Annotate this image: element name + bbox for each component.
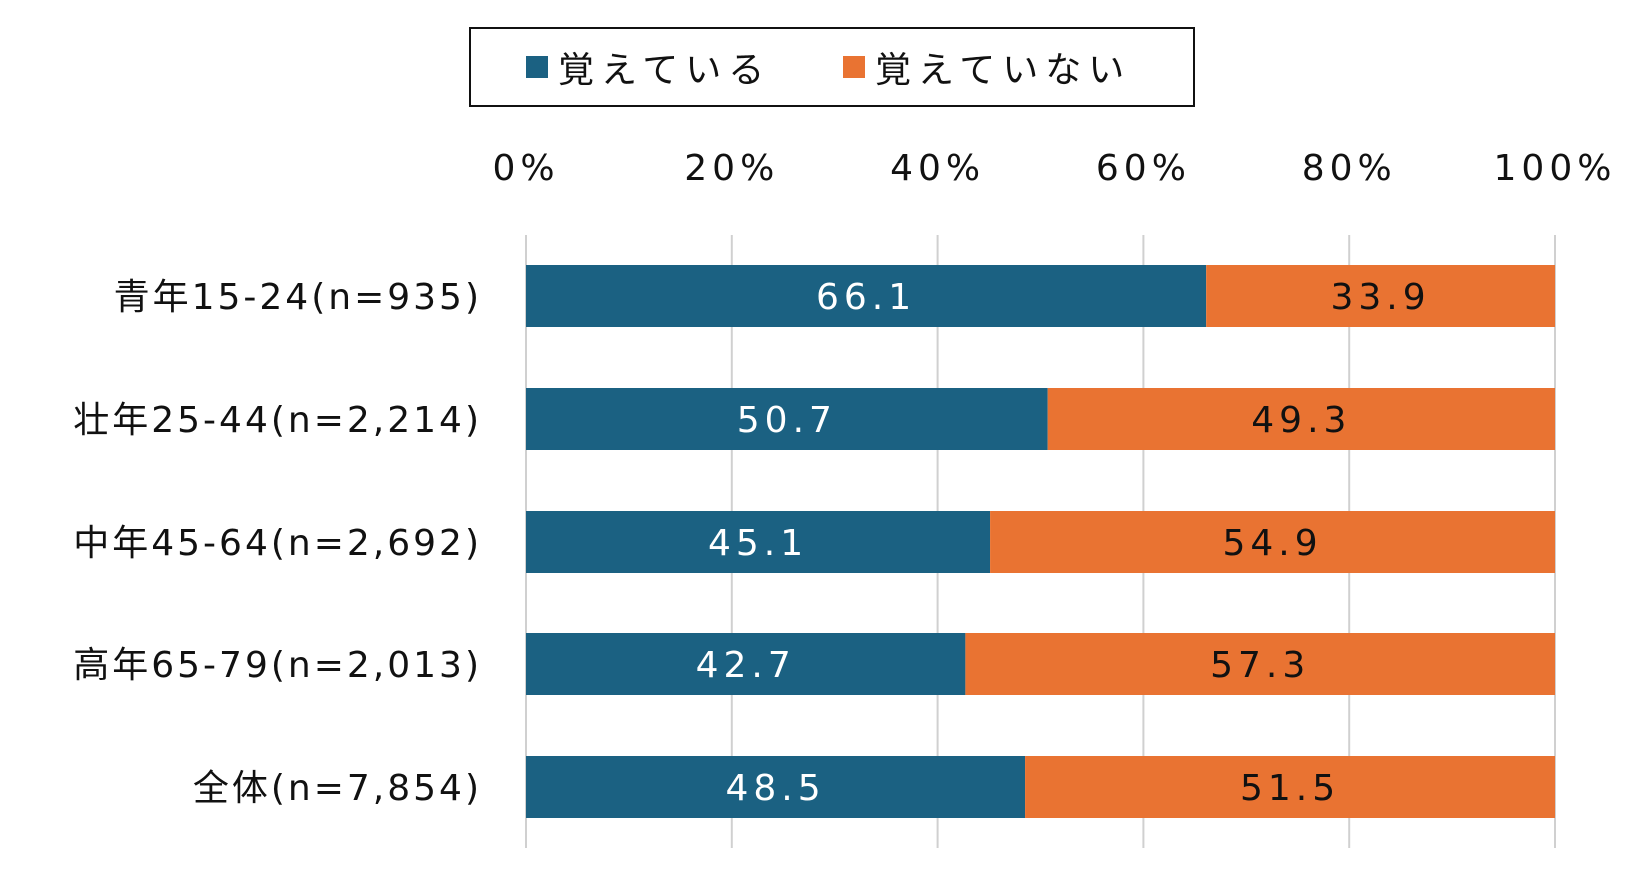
legend-swatch-remember	[526, 56, 548, 78]
data-label: 57.3	[1210, 645, 1310, 686]
x-tick-label: 80%	[1302, 148, 1397, 189]
bar-segment	[1206, 265, 1555, 327]
bar-segment	[526, 388, 1048, 450]
legend-label-remember: 覚えている	[558, 50, 772, 91]
data-label: 54.9	[1222, 523, 1322, 564]
legend-item-not-remember: 覚えていない	[843, 29, 1131, 105]
data-label: 48.5	[725, 768, 825, 809]
bar-segment	[1047, 388, 1555, 450]
category-label: 青年15-24(n=935)	[114, 277, 482, 318]
legend-item-remember: 覚えている	[526, 29, 771, 105]
legend-label-not-remember: 覚えていない	[875, 50, 1132, 91]
category-label: 壮年25-44(n=2,214)	[73, 400, 482, 441]
category-label: 全体(n=7,854)	[193, 768, 482, 809]
data-label: 45.1	[708, 523, 808, 564]
x-tick-label: 60%	[1096, 148, 1191, 189]
data-label: 33.9	[1331, 277, 1431, 318]
data-label: 66.1	[816, 277, 916, 318]
x-tick-label: 0%	[492, 148, 559, 189]
data-label: 51.5	[1240, 768, 1340, 809]
bar-segment	[526, 633, 966, 695]
category-label: 中年45-64(n=2,692)	[73, 523, 482, 564]
data-label: 49.3	[1251, 400, 1351, 441]
bar-segment	[526, 511, 991, 573]
category-label: 高年65-79(n=2,013)	[73, 645, 482, 686]
data-label: 42.7	[696, 645, 796, 686]
x-tick-label: 40%	[890, 148, 985, 189]
data-label: 50.7	[737, 400, 837, 441]
x-tick-label: 20%	[684, 148, 779, 189]
bar-segment	[1025, 756, 1555, 818]
x-tick-label: 100%	[1494, 148, 1617, 189]
bar-segment	[990, 511, 1555, 573]
bar-segment	[965, 633, 1555, 695]
legend: 覚えている 覚えていない	[469, 27, 1195, 107]
legend-swatch-not-remember	[843, 56, 865, 78]
bar-segment	[526, 756, 1026, 818]
bar-segment	[526, 265, 1207, 327]
